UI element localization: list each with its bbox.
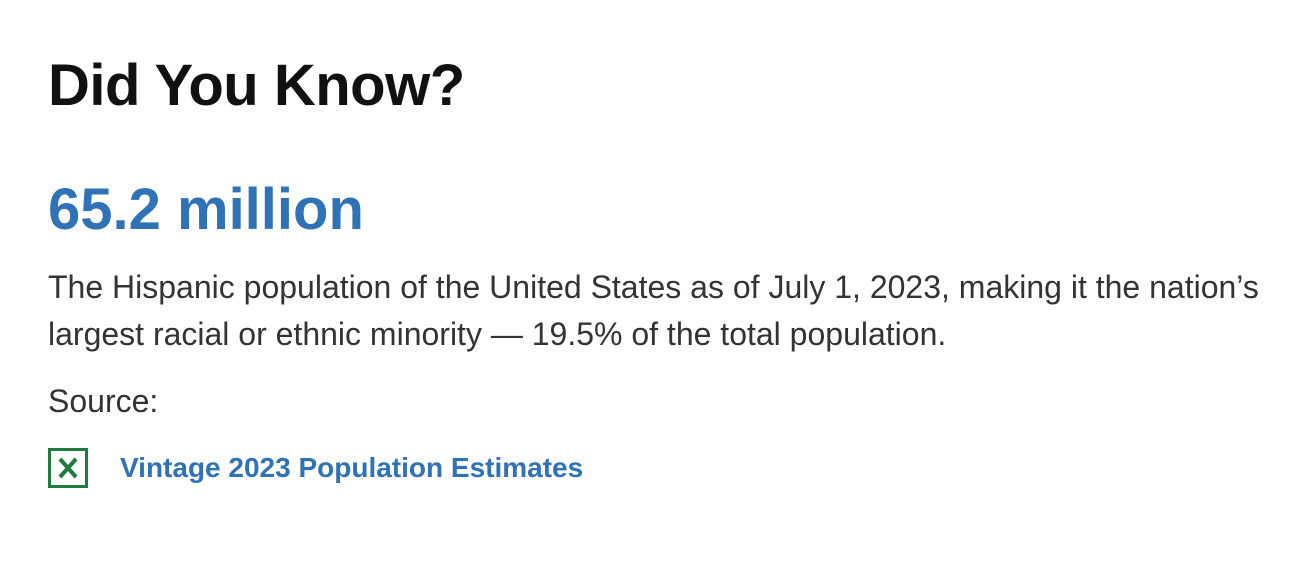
source-link[interactable]: Vintage 2023 Population Estimates xyxy=(120,452,584,483)
heading: Did You Know? xyxy=(48,53,465,118)
stat-description: The Hispanic population of the United St… xyxy=(48,269,1259,352)
stat-value: 65.2 million xyxy=(48,177,364,242)
source-label: Source: xyxy=(48,383,159,419)
excel-icon xyxy=(48,448,88,488)
